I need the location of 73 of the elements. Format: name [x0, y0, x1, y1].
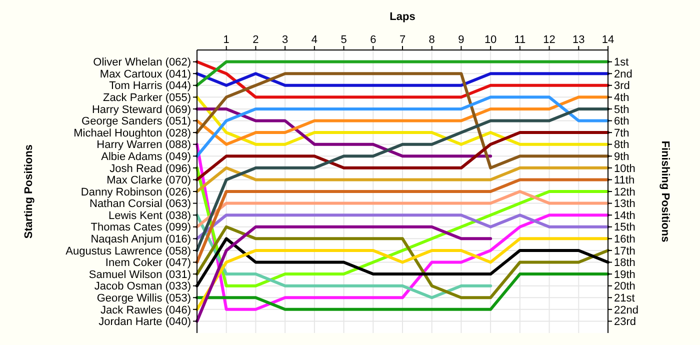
text: Albie Adams (049) [101, 150, 191, 163]
y2-tick-label: 7th [614, 127, 630, 140]
text: Jacob Osman (033) [94, 280, 191, 293]
y2-tick-label: 5th [614, 104, 630, 116]
text: Michael Houghton (028) [74, 127, 191, 140]
y2-tick-label: 19th [614, 268, 636, 281]
line-series [196, 107, 492, 158]
text: Oliver Whelan (062) [93, 56, 191, 69]
text: Thomas Cates (099) [90, 222, 191, 234]
x-tick-label: 1 [223, 34, 230, 46]
y2-tick-label: 10th [614, 162, 636, 175]
text: Inem Coker (047) [105, 257, 191, 270]
x-axis-title: Laps [390, 11, 416, 23]
y2-tick-label: 17th [614, 245, 636, 258]
y2-tick-label: 4th [614, 92, 630, 104]
text: Danny Robinson (026) [80, 186, 191, 198]
x-tick-label: 8 [428, 34, 435, 46]
text: Lewis Kent (038) [108, 210, 191, 222]
y2-tick-label: 11th [614, 174, 635, 187]
text: Josh Read (096) [110, 162, 191, 175]
x-tick-label: 3 [282, 34, 288, 46]
text: Naqash Anjum (016) [90, 234, 191, 246]
y2-tick-label: 22nd [614, 304, 638, 316]
text: Max Clarke (070) [106, 174, 191, 187]
y2-tick-label: 14th [614, 210, 636, 222]
text: Harry Warren (088) [96, 139, 191, 152]
text: Jordan Harte (040) [98, 316, 191, 328]
x-tick-label: 9 [458, 34, 464, 46]
line-series [196, 60, 610, 99]
x-tick-label: 4 [311, 34, 318, 46]
x-tick-label: 14 [602, 34, 614, 46]
text: Jack Rawles (046) [100, 304, 191, 316]
text: Nathan Corsial (063) [90, 198, 191, 210]
text: George Willis (053) [96, 292, 191, 304]
text: Augustus Lawrence (058) [66, 245, 191, 258]
x-tick-label: 12 [543, 34, 556, 46]
y2-tick-label: 20th [614, 280, 636, 293]
line-series [196, 96, 610, 158]
text: Tom Harris (044) [109, 80, 191, 92]
text: Zack Parker (055) [102, 92, 191, 104]
x-tick-label: 13 [572, 34, 585, 46]
line-series [196, 225, 492, 323]
y2-axis-title: Finishing Positions [659, 140, 671, 242]
x-tick-label: 10 [484, 34, 497, 46]
text: George Sanders (051) [82, 116, 191, 128]
y2-tick-label: 23rd [614, 316, 636, 328]
y2-tick-label: 6th [614, 116, 630, 128]
text: Starting Positions [23, 144, 35, 239]
y2-tick-label: 15th [614, 222, 636, 234]
y2-tick-label: 18th [614, 257, 636, 270]
y2-tick-label: 9th [614, 150, 630, 163]
x-tick-label: 11 [514, 34, 526, 46]
y2-tick-label: 16th [614, 234, 636, 246]
y2-tick-label: 1st [614, 56, 629, 69]
text: Harry Steward (069) [92, 104, 191, 116]
x-tick-label: 2 [252, 34, 259, 46]
y2-tick-label: 2nd [614, 68, 632, 80]
line-series [196, 131, 610, 182]
text: Samuel Wilson (031) [88, 268, 191, 281]
y2-tick-label: 21st [614, 292, 635, 304]
y2-tick-label: 13th [614, 198, 636, 210]
x-tick-label: 6 [370, 34, 376, 46]
x-tick-label: 5 [340, 34, 347, 46]
line-series [196, 214, 492, 300]
line-series [196, 72, 610, 170]
line-series [196, 225, 610, 300]
y2-tick-label: 12th [614, 186, 636, 198]
x-tick-label: 7 [399, 34, 406, 46]
line-series [196, 107, 610, 252]
y2-tick-label: 3rd [614, 80, 630, 92]
text: Max Cartoux (041) [100, 68, 191, 80]
y2-tick-label: 8th [614, 139, 630, 152]
line-series [196, 237, 610, 311]
